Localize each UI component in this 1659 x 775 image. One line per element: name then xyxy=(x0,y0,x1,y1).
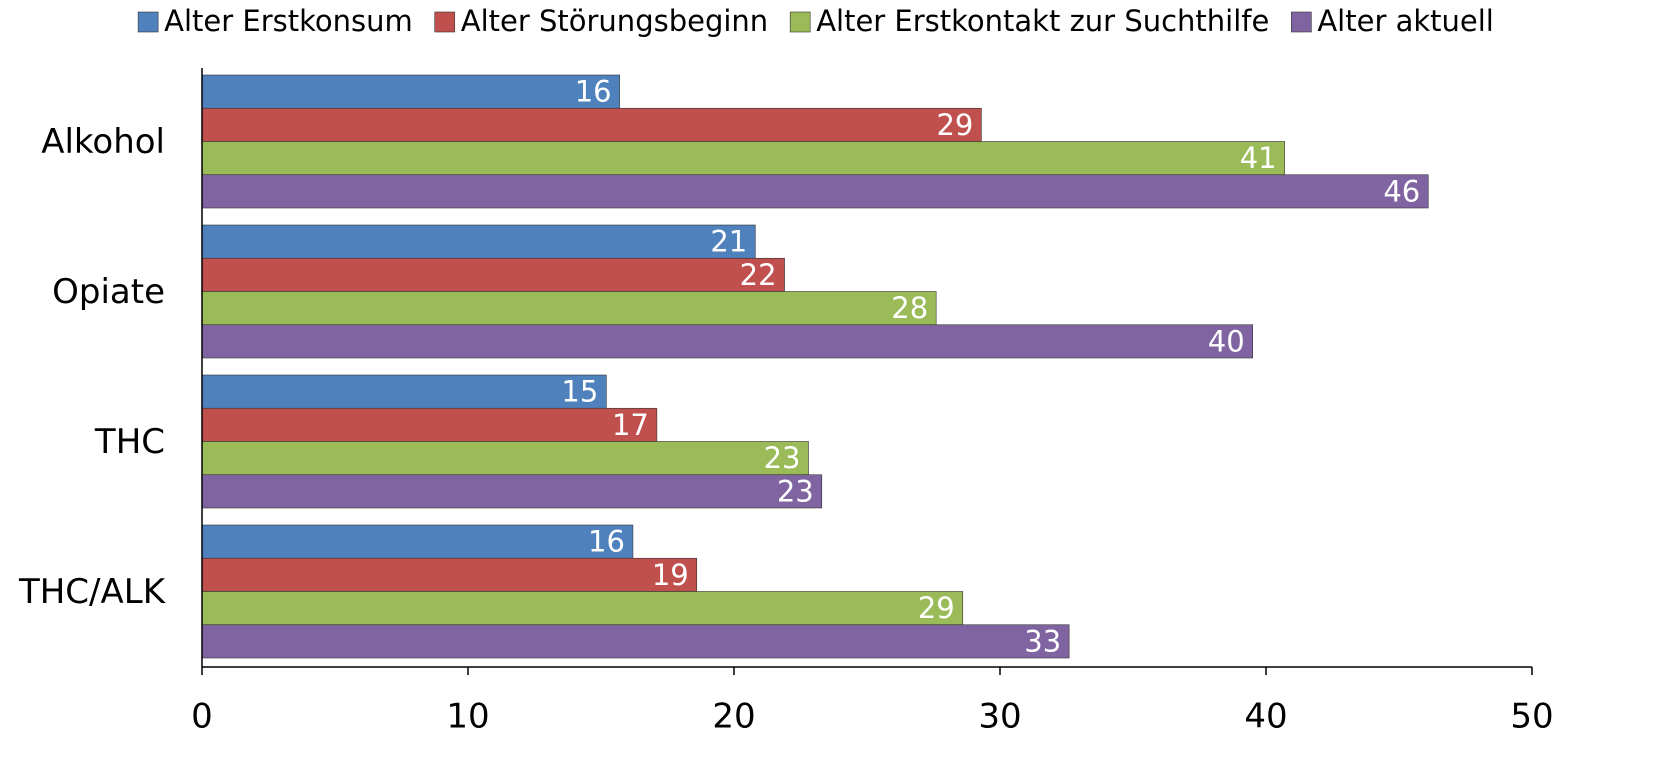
legend-swatch xyxy=(789,11,811,33)
data-label: 41 xyxy=(1240,141,1277,175)
data-label: 46 xyxy=(1383,174,1420,208)
data-label: 28 xyxy=(891,291,928,325)
bar xyxy=(201,74,620,109)
category-label: Opiate xyxy=(52,272,165,312)
bar xyxy=(201,441,809,476)
bar xyxy=(201,224,756,259)
legend-label: Alter aktuell xyxy=(1317,4,1494,38)
bar xyxy=(201,374,607,409)
bar xyxy=(201,291,937,326)
bar xyxy=(201,141,1285,176)
category-label: Alkohol xyxy=(41,122,165,162)
x-tick-label: 40 xyxy=(1244,697,1287,737)
legend-label: Alter Erstkontakt zur Suchthilfe xyxy=(816,4,1269,38)
legend: Alter Erstkonsum Alter Störungsbeginn Alte… xyxy=(137,4,1494,38)
data-label: 17 xyxy=(612,408,649,442)
legend-swatch xyxy=(434,11,456,33)
data-label: 23 xyxy=(777,474,814,508)
legend-swatch xyxy=(137,11,159,33)
data-label: 29 xyxy=(936,108,973,142)
bar xyxy=(201,407,658,442)
bar xyxy=(201,557,698,592)
legend-swatch xyxy=(1291,11,1312,33)
data-label: 29 xyxy=(918,591,955,625)
data-label: 16 xyxy=(588,525,625,559)
category-label: THC xyxy=(94,422,165,462)
bar xyxy=(201,324,1253,359)
bar xyxy=(201,107,982,142)
data-label: 21 xyxy=(710,225,747,259)
data-label: 22 xyxy=(740,258,777,292)
bar xyxy=(201,174,1429,209)
data-label: 19 xyxy=(652,558,689,592)
data-label: 16 xyxy=(575,75,612,109)
x-tick-label: 20 xyxy=(712,697,755,737)
data-label: 40 xyxy=(1208,324,1245,358)
bar xyxy=(201,591,964,626)
legend-label: Alter Störungsbeginn xyxy=(461,4,768,38)
x-tick-label: 10 xyxy=(446,697,489,737)
x-tick-label: 0 xyxy=(191,697,213,737)
data-label: 33 xyxy=(1024,624,1061,658)
x-tick-label: 30 xyxy=(978,697,1021,737)
legend-label: Alter Erstkonsum xyxy=(164,4,413,38)
bar xyxy=(201,474,823,509)
bar xyxy=(201,624,1070,659)
data-label: 23 xyxy=(764,441,801,475)
bar xyxy=(201,524,634,559)
bar xyxy=(201,257,785,292)
category-label: THC/ALK xyxy=(18,572,167,612)
x-tick-label: 50 xyxy=(1510,697,1553,737)
data-label: 15 xyxy=(561,375,598,409)
